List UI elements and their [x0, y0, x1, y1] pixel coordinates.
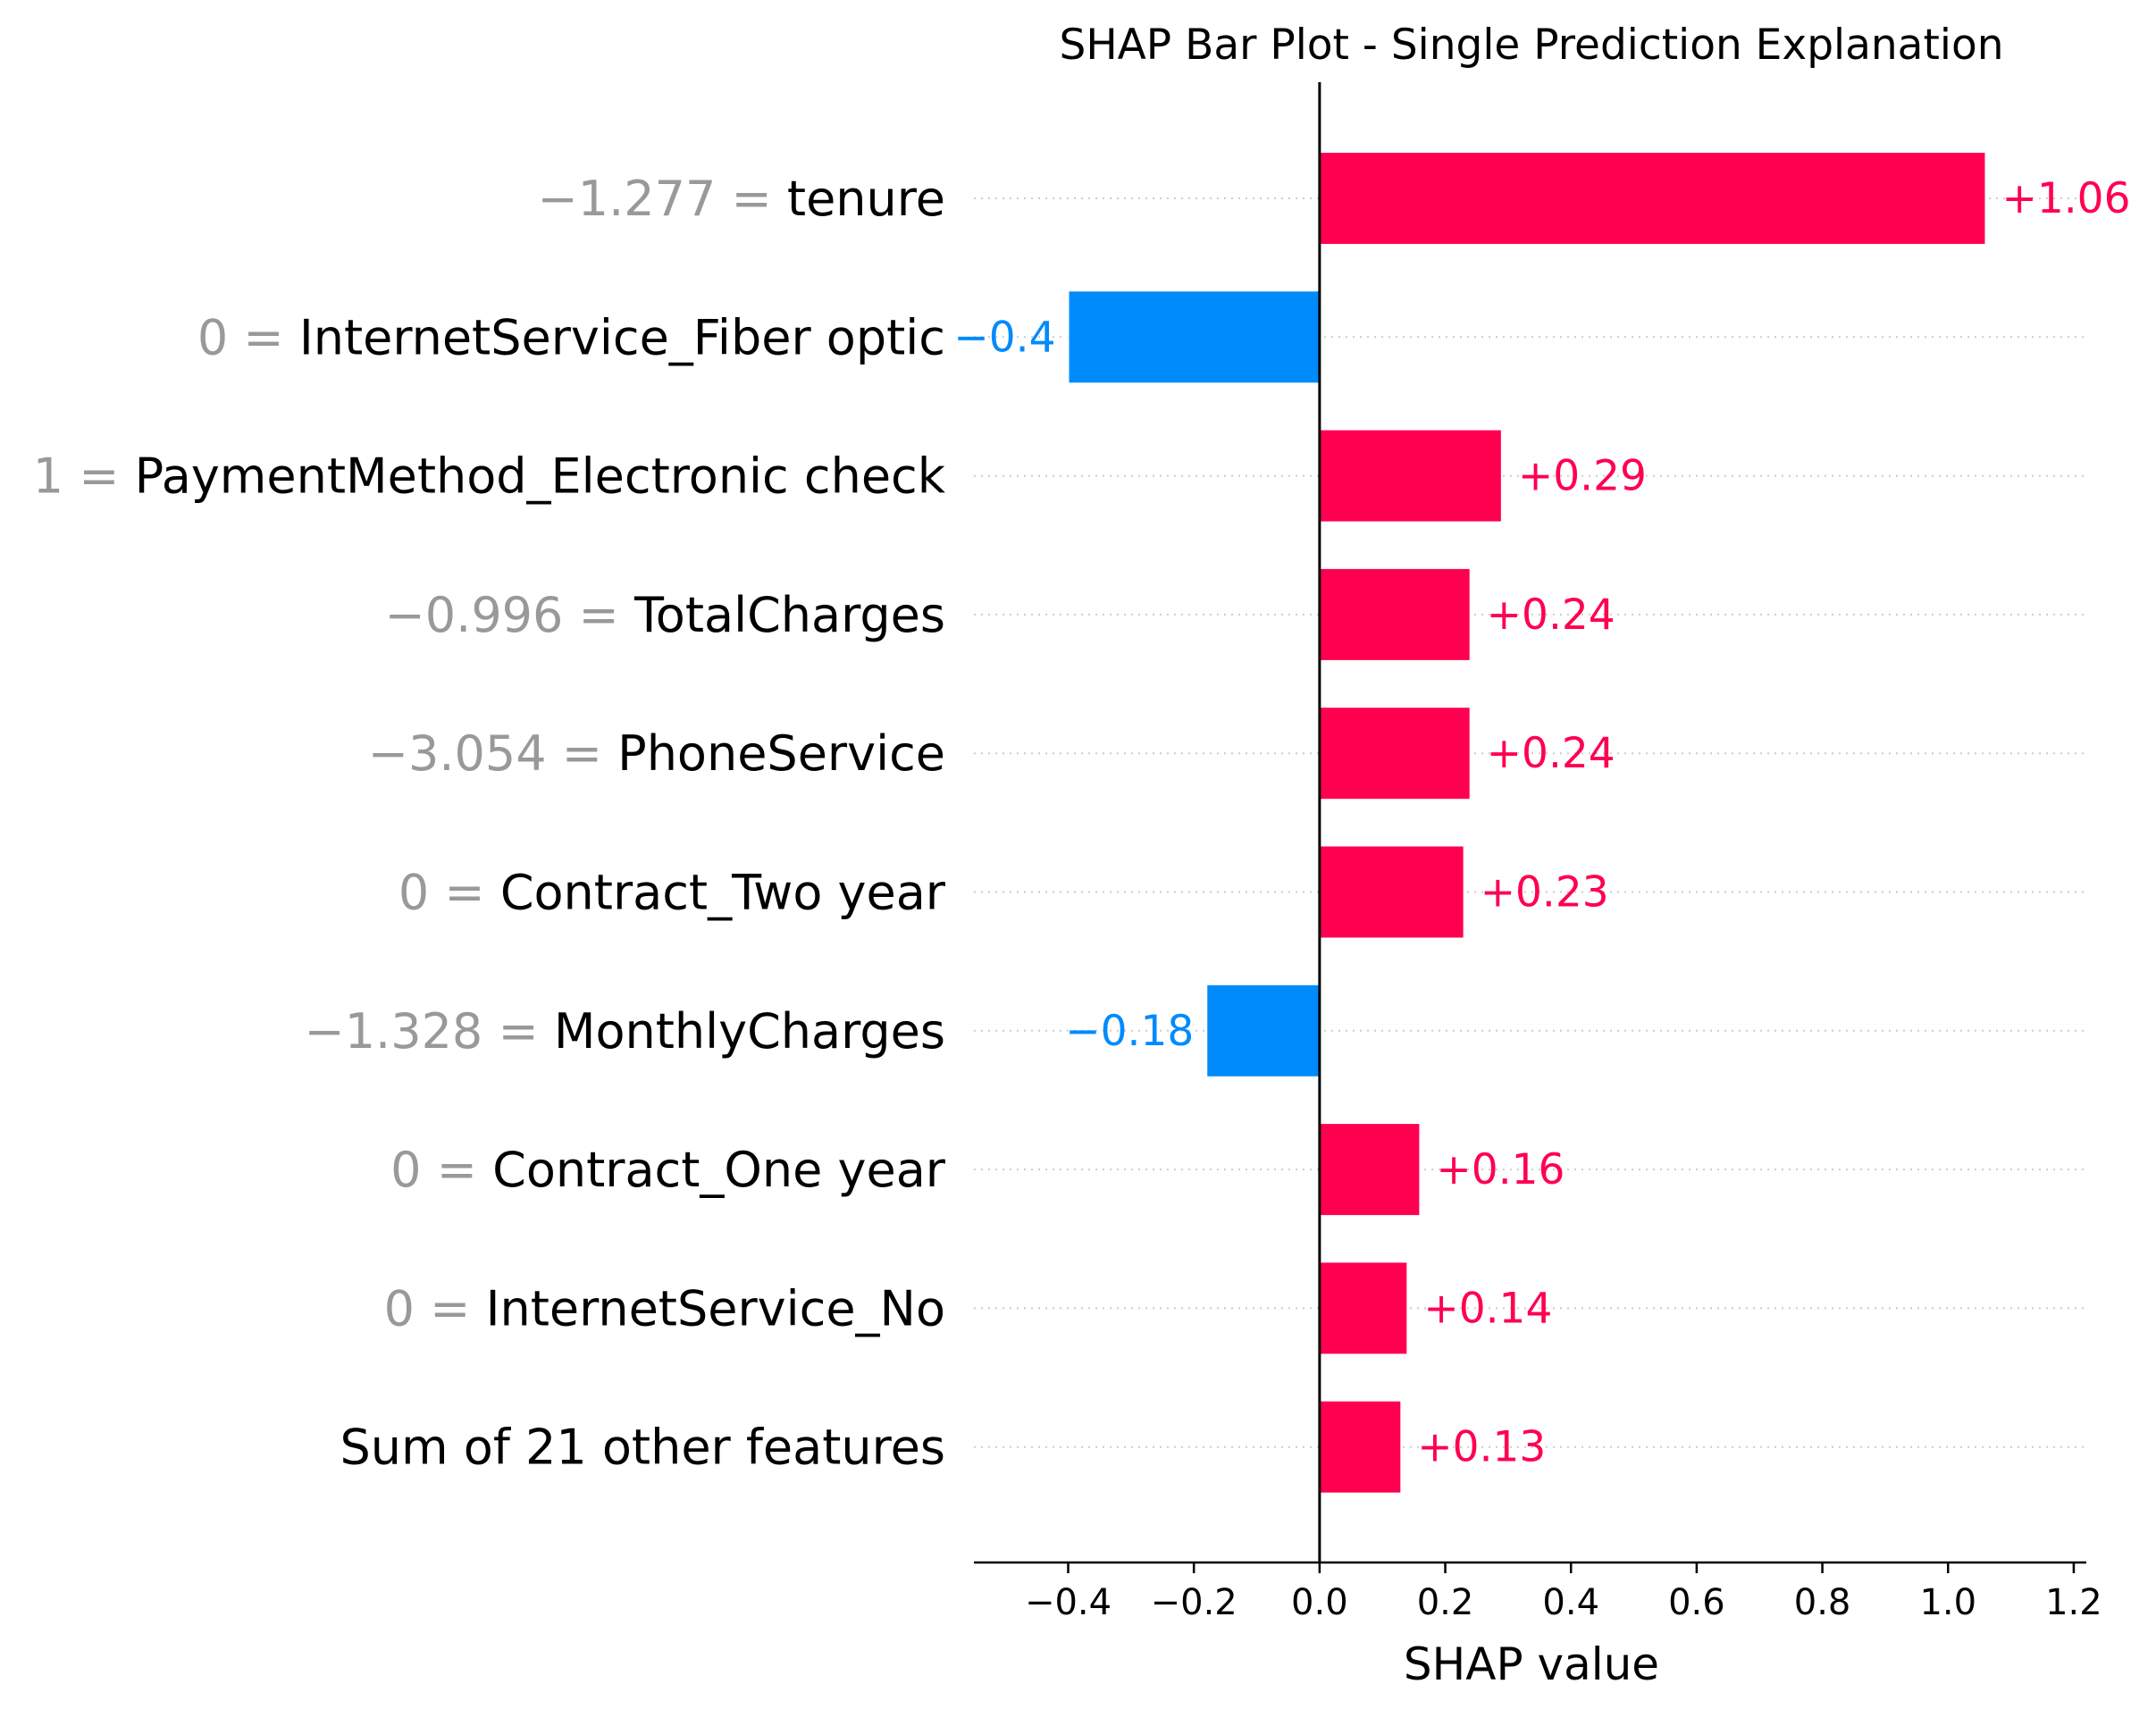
x-tick-label: 0.4 [1542, 1582, 1599, 1623]
feature-label: −1.328 = MonthlyCharges [304, 1003, 945, 1060]
feature-label: −1.277 = tenure [537, 171, 945, 227]
x-tick-label: 0.6 [1668, 1582, 1725, 1623]
feature-name: TotalCharges [633, 587, 945, 643]
x-tick-label: 1.2 [2045, 1582, 2102, 1623]
feature-name: Sum of 21 other features [340, 1420, 945, 1476]
x-tick-label: 0.0 [1291, 1582, 1348, 1623]
feature-value: 0 = [384, 1280, 486, 1336]
x-tick-label: 1.0 [1919, 1582, 1976, 1623]
feature-label: −0.996 = TotalCharges [385, 587, 945, 643]
x-axis: −0.4 −0.2 0.0 0.2 0.4 0.6 0.8 1.0 1.2 [974, 1561, 2102, 1623]
bar [1205, 983, 1321, 1078]
feature-name: MonthlyCharges [554, 1003, 945, 1060]
x-axis-label: SHAP value [1404, 1638, 1659, 1690]
bar-value-label: +0.23 [1481, 868, 1609, 917]
bar-value-label: +0.29 [1518, 452, 1647, 501]
feature-value: 0 = [398, 865, 500, 921]
bar-value-label: −0.18 [1065, 1007, 1194, 1056]
feature-name: InternetService_No [486, 1280, 945, 1336]
feature-value: −1.277 = [537, 171, 786, 227]
bar [1318, 1261, 1409, 1356]
bar [1318, 151, 1987, 246]
feature-name: PaymentMethod_Electronic check [135, 448, 946, 505]
feature-label: 0 = Contract_Two year [398, 865, 946, 921]
chart-title: SHAP Bar Plot - Single Prediction Explan… [1059, 21, 2003, 70]
feature-value: −0.996 = [385, 587, 634, 643]
feature-label: 0 = Contract_One year [390, 1142, 946, 1198]
feature-value: −1.328 = [304, 1003, 553, 1060]
feature-value: 1 = [33, 448, 135, 505]
y-axis-labels: −1.277 = tenure 0 = InternetService_Fiber… [33, 171, 946, 1476]
feature-label: 0 = InternetService_No [384, 1280, 945, 1336]
bar [1318, 706, 1472, 801]
bar-value-label: +0.24 [1487, 729, 1615, 778]
bar-value-label: +0.24 [1487, 591, 1615, 640]
bar-labels: +1.06 −0.4 +0.29 +0.24 +0.24 +0.23 −0.18 +0.16 +… [953, 174, 2130, 1472]
bar-value-label: +0.14 [1423, 1284, 1552, 1333]
x-tick-label: −0.2 [1151, 1582, 1237, 1623]
feature-label: −3.054 = PhoneService [368, 725, 945, 782]
feature-name: Contract_Two year [500, 865, 946, 921]
bar [1318, 428, 1503, 524]
x-tick-label: −0.4 [1025, 1582, 1112, 1623]
feature-label: 0 = InternetService_Fiber optic [197, 309, 945, 365]
gridlines [974, 197, 2086, 1448]
feature-value: −3.054 = [368, 725, 617, 782]
bar-value-label: +0.13 [1417, 1423, 1546, 1472]
x-tick-label: 0.8 [1794, 1582, 1851, 1623]
bar-value-label: +1.06 [2001, 174, 2130, 223]
feature-name: InternetService_Fiber optic [299, 309, 945, 365]
bar [1067, 289, 1321, 385]
bar [1318, 566, 1472, 662]
bar [1318, 844, 1465, 940]
x-tick-label: 0.2 [1417, 1582, 1474, 1623]
bar [1318, 1122, 1422, 1218]
feature-label: 1 = PaymentMethod_Electronic check [33, 448, 946, 505]
feature-value: 0 = [197, 309, 299, 365]
bar [1318, 1399, 1403, 1495]
bars [1067, 151, 1987, 1495]
feature-name: tenure [787, 171, 945, 227]
feature-label: Sum of 21 other features [340, 1420, 945, 1476]
bar-value-label: −0.4 [953, 313, 1055, 362]
feature-name: PhoneService [617, 725, 945, 782]
feature-value: 0 = [390, 1142, 492, 1198]
bar-value-label: +0.16 [1436, 1145, 1565, 1194]
feature-name: Contract_One year [492, 1142, 946, 1198]
